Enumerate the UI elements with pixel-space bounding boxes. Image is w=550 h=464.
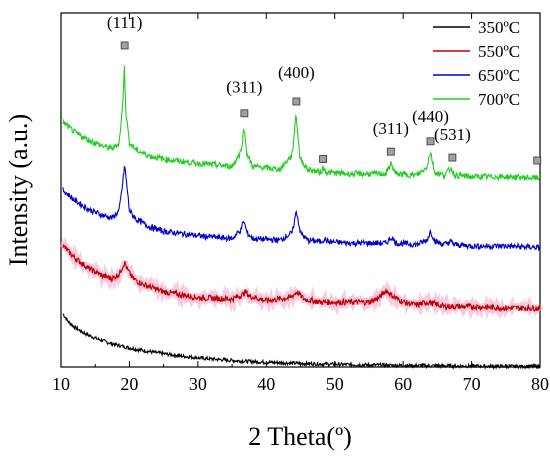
y-axis-label: Intensity (a.u.) (4, 114, 33, 266)
legend-label: 550ºC (478, 42, 520, 61)
peak-annotations: (111)(311)(400)(311)(440)(531) (107, 13, 542, 165)
peak-marker (426, 137, 435, 146)
x-axis-ticks: 10 20 30 40 50 60 70 80 (52, 13, 549, 394)
x-tick-label: 60 (394, 374, 412, 394)
series-line-1 (62, 313, 541, 371)
x-axis-label: 2 Theta(º) (248, 422, 352, 451)
series-line-4 (62, 65, 541, 182)
peak-marker (386, 147, 395, 156)
x-tick-label: 40 (257, 374, 275, 394)
legend-label: 700ºC (478, 90, 520, 109)
peak-marker (120, 41, 129, 50)
peak-label: (111) (107, 13, 143, 32)
peak-label: (311) (226, 78, 262, 97)
x-tick-label: 10 (52, 374, 70, 394)
legend-label: 650ºC (478, 66, 520, 85)
peak-label: (440) (412, 107, 449, 126)
peak-marker (240, 109, 249, 118)
peak-marker (533, 156, 542, 165)
series-line-2 (62, 243, 541, 313)
legend: 350ºC 550ºC 650ºC 700ºC (433, 18, 520, 109)
series-layer (60, 65, 543, 371)
x-tick-label: 70 (463, 374, 481, 394)
peak-label: (531) (434, 125, 471, 144)
peak-label: (400) (278, 63, 315, 82)
x-tick-label: 30 (189, 374, 207, 394)
peak-marker (448, 153, 457, 162)
x-tick-label: 50 (326, 374, 344, 394)
x-tick-label: 80 (531, 374, 549, 394)
x-tick-label: 20 (120, 374, 138, 394)
legend-label: 350ºC (478, 18, 520, 37)
peak-marker (292, 97, 301, 106)
peak-marker (319, 155, 327, 163)
series-line-3 (62, 165, 541, 252)
peak-label: (311) (373, 119, 409, 138)
